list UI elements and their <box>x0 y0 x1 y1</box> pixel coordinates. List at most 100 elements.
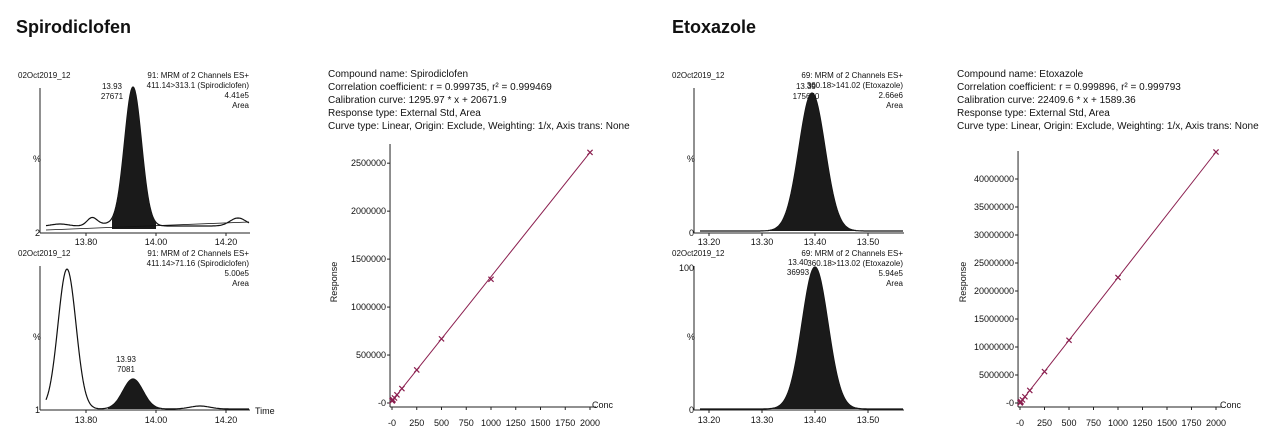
peak-fill <box>112 87 156 229</box>
x-tick: 13.30 <box>751 415 774 425</box>
sample-name: 02Oct2019_12 <box>18 71 71 80</box>
x-tick: 13.80 <box>75 237 98 247</box>
calibration-point <box>586 149 594 156</box>
calibration-y-tick: 30000000 <box>974 230 1014 240</box>
calibration-x-tick: 2000 <box>580 418 600 428</box>
info-block-spirodiclofen: Compound name: Spirodiclofen Correlation… <box>328 69 630 132</box>
calibration-y-tick: 1500000 <box>351 254 386 264</box>
calibration-y-tick: -0 <box>1006 398 1014 408</box>
x-tick: 14.00 <box>145 237 168 247</box>
info-block-etoxazole: Compound name: Etoxazole Correlation coe… <box>957 69 1259 132</box>
channel-header: 69: MRM of 2 Channels ES+ <box>801 71 903 80</box>
calibration-y-tick: 35000000 <box>974 202 1014 212</box>
calibration-point <box>1021 393 1028 400</box>
calibration-y-axis-label: Response <box>958 262 968 303</box>
calibration-x-tick: 250 <box>1037 418 1052 428</box>
calibration-point <box>1065 337 1073 344</box>
channel-header: 91: MRM of 2 Channels ES+ <box>147 249 249 258</box>
info-line: Response type: External Std, Area <box>328 108 481 119</box>
calibration-point <box>1212 148 1220 156</box>
calibration-x-tick: 500 <box>1061 418 1076 428</box>
calibration-x-axis-label: Conc <box>1220 400 1242 410</box>
channel-header: 69: MRM of 2 Channels ES+ <box>801 249 903 258</box>
calibration-point <box>398 385 405 392</box>
y-tick: 1 <box>35 405 40 415</box>
x-tick: 13.30 <box>751 237 774 247</box>
peak-area: 7081 <box>117 365 135 374</box>
calibration-x-tick: 1500 <box>530 418 550 428</box>
y-tick: 100 <box>679 263 694 273</box>
x-axis-label: Time <box>255 406 275 416</box>
y-tick: 0 <box>689 405 694 415</box>
calibration-point <box>1026 387 1033 394</box>
calibration-point <box>413 366 420 373</box>
x-tick: 13.40 <box>804 237 827 247</box>
peak-rt: 13.93 <box>116 355 137 364</box>
calibration-x-tick: 750 <box>459 418 474 428</box>
x-tick: 13.20 <box>698 415 721 425</box>
chromatogram-etoxazole-1: 02Oct2019_12 69: MRM of 2 Channels ES+ 3… <box>672 71 904 247</box>
intensity: 2.66e6 <box>879 91 904 100</box>
calibration-x-tick: 1250 <box>506 418 526 428</box>
calibration-point <box>1041 368 1048 375</box>
peak-rt: 13.40 <box>788 258 809 267</box>
sample-name: 02Oct2019_12 <box>672 71 725 80</box>
info-line: Compound name: Etoxazole <box>957 69 1084 80</box>
peak-area: 175650 <box>793 92 820 101</box>
peak-rt: 13.93 <box>102 82 123 91</box>
calibration-x-tick: 1000 <box>481 418 501 428</box>
compound-title-spirodiclofen: Spirodiclofen <box>16 17 131 37</box>
chromatogram-spirodiclofen-2: 02Oct2019_12 91: MRM of 2 Channels ES+ 4… <box>18 249 275 425</box>
transition: 411.14>313.1 (Spirodiclofen) <box>147 81 250 90</box>
area-label: Area <box>886 279 903 288</box>
calibration-point <box>1114 274 1122 281</box>
info-line: Correlation coefficient: r = 0.999735, r… <box>328 82 552 93</box>
x-tick: 13.50 <box>857 237 880 247</box>
sample-name: 02Oct2019_12 <box>672 249 725 258</box>
transition: 360.18>113.02 (Etoxazole) <box>807 259 903 268</box>
chromatogram-spirodiclofen-1: 02Oct2019_12 91: MRM of 2 Channels ES+ 4… <box>18 71 250 247</box>
info-line: Correlation coefficient: r = 0.999896, r… <box>957 82 1181 93</box>
info-line: Calibration curve: 22409.6 * x + 1589.36 <box>957 95 1136 106</box>
peak-fill <box>770 93 860 231</box>
y-label: % <box>33 332 41 342</box>
x-tick: 13.80 <box>75 415 98 425</box>
x-tick: 13.40 <box>804 415 827 425</box>
y-tick: 2 <box>35 228 40 238</box>
calibration-point <box>438 335 445 342</box>
calibration-x-tick: 1750 <box>555 418 575 428</box>
peak-fill <box>108 379 160 409</box>
calibration-y-tick: 500000 <box>356 350 386 360</box>
compound-title-etoxazole: Etoxazole <box>672 17 756 37</box>
chromatogram-trace <box>700 92 903 232</box>
peak-rt: 13.39 <box>796 82 817 91</box>
channel-header: 91: MRM of 2 Channels ES+ <box>147 71 249 80</box>
y-label: % <box>687 332 695 342</box>
transition: 411.14>71.16 (Spirodiclofen) <box>147 259 250 268</box>
intensity: 4.41e5 <box>225 91 250 100</box>
calibration-y-tick: 10000000 <box>974 342 1014 352</box>
peak-area: 36993 <box>787 268 810 277</box>
calibration-x-tick: 1750 <box>1181 418 1201 428</box>
sample-name: 02Oct2019_12 <box>18 249 71 258</box>
calibration-x-tick: 1000 <box>1108 418 1128 428</box>
calibration-y-tick: 1000000 <box>351 302 386 312</box>
calibration-y-tick: -0 <box>378 398 386 408</box>
transition: 360.18>141.02 (Etoxazole) <box>807 81 904 90</box>
x-tick: 14.00 <box>145 415 168 425</box>
chart-marks: -0 250 500 750 1000 1250 1500 1750 2000-05000001… <box>39 86 1226 428</box>
area-label: Area <box>232 279 249 288</box>
calibration-x-tick: 1500 <box>1157 418 1177 428</box>
x-tick: 13.50 <box>857 415 880 425</box>
calibration-fit-line <box>391 152 591 402</box>
peak-area: 27671 <box>101 92 124 101</box>
baseline <box>45 221 250 231</box>
info-line: Curve type: Linear, Origin: Exclude, Wei… <box>957 121 1259 132</box>
calibration-x-tick: -0 <box>1016 418 1024 428</box>
calibration-x-tick: 2000 <box>1206 418 1226 428</box>
calibration-y-tick: 25000000 <box>974 258 1014 268</box>
calibration-x-tick: 250 <box>409 418 424 428</box>
y-label: % <box>687 154 695 164</box>
y-label: % <box>33 154 41 164</box>
